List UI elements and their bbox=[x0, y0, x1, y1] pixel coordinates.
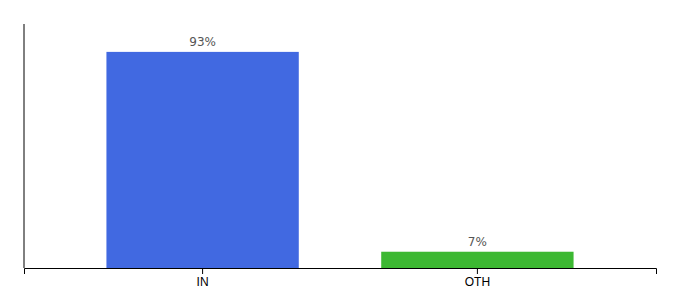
x-tick: OTH bbox=[465, 268, 490, 289]
x-tick-label: IN bbox=[197, 275, 209, 289]
data-labels: 93% 7% bbox=[189, 35, 487, 249]
bar bbox=[106, 52, 298, 268]
x-tick-mark bbox=[477, 268, 478, 274]
chart: 93% 7% IN OTH bbox=[0, 0, 680, 300]
x-tick-mark bbox=[202, 268, 203, 274]
data-label: 7% bbox=[468, 235, 487, 249]
y-axis-line bbox=[24, 24, 25, 268]
x-tick: IN bbox=[197, 268, 209, 289]
x-tick-label: OTH bbox=[465, 275, 490, 289]
x-axis: IN OTH bbox=[25, 268, 657, 289]
bar bbox=[381, 252, 573, 268]
plot: 93% 7% IN OTH bbox=[24, 24, 657, 289]
data-label: 93% bbox=[189, 35, 216, 49]
x-axis-line bbox=[25, 269, 657, 275]
bars bbox=[106, 52, 573, 268]
